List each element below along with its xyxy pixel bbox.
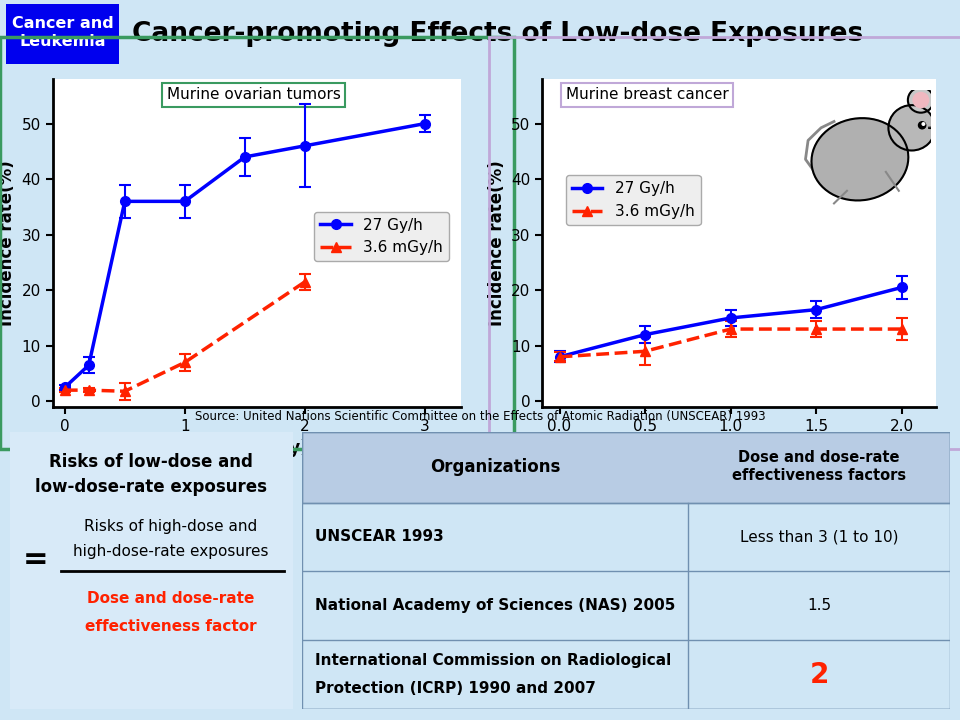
FancyBboxPatch shape [302,432,950,503]
Text: =: = [22,545,48,574]
Text: Less than 3 (1 to 10): Less than 3 (1 to 10) [740,529,899,544]
X-axis label: Doses (Gy): Doses (Gy) [206,439,307,457]
Text: Source: United Nations Scientific Committee on the Effects of Atomic Radiation (: Source: United Nations Scientific Commit… [195,410,765,423]
Text: Protection (ICRP) 1990 and 2007: Protection (ICRP) 1990 and 2007 [315,681,596,696]
Text: Murine ovarian tumors: Murine ovarian tumors [167,87,341,102]
Text: Dose and dose-rate
effectiveness factors: Dose and dose-rate effectiveness factors [732,451,906,483]
Text: low-dose-rate exposures: low-dose-rate exposures [36,478,267,497]
X-axis label: Doses (Gy): Doses (Gy) [688,439,790,457]
Text: 2: 2 [809,660,828,688]
Circle shape [919,122,925,129]
Y-axis label: Incidence rate(%): Incidence rate(%) [488,160,506,326]
Circle shape [913,92,928,108]
Text: Cancer-promoting Effects of Low-dose Exposures: Cancer-promoting Effects of Low-dose Exp… [132,21,864,47]
FancyBboxPatch shape [6,4,119,63]
Circle shape [888,105,935,150]
Text: 1.5: 1.5 [807,598,831,613]
Text: International Commission on Radiological: International Commission on Radiological [315,653,672,668]
Text: Risks of low-dose and: Risks of low-dose and [49,454,253,472]
Legend: 27 Gy/h, 3.6 mGy/h: 27 Gy/h, 3.6 mGy/h [565,175,701,225]
Text: Dose and dose-rate: Dose and dose-rate [87,591,254,606]
Text: Risks of high-dose and: Risks of high-dose and [84,518,257,534]
Legend: 27 Gy/h, 3.6 mGy/h: 27 Gy/h, 3.6 mGy/h [314,212,449,261]
Y-axis label: Incidence rate(%): Incidence rate(%) [0,160,16,326]
Text: high-dose-rate exposures: high-dose-rate exposures [73,544,269,559]
Text: UNSCEAR 1993: UNSCEAR 1993 [315,529,444,544]
Circle shape [908,87,934,113]
Text: Murine breast cancer: Murine breast cancer [566,87,729,102]
Ellipse shape [811,118,908,200]
FancyBboxPatch shape [4,426,299,715]
Circle shape [923,122,924,125]
Text: effectiveness factor: effectiveness factor [85,618,257,634]
Text: National Academy of Sciences (NAS) 2005: National Academy of Sciences (NAS) 2005 [315,598,676,613]
Text: Organizations: Organizations [430,458,561,476]
Text: Cancer and
Leukemia: Cancer and Leukemia [12,16,113,49]
